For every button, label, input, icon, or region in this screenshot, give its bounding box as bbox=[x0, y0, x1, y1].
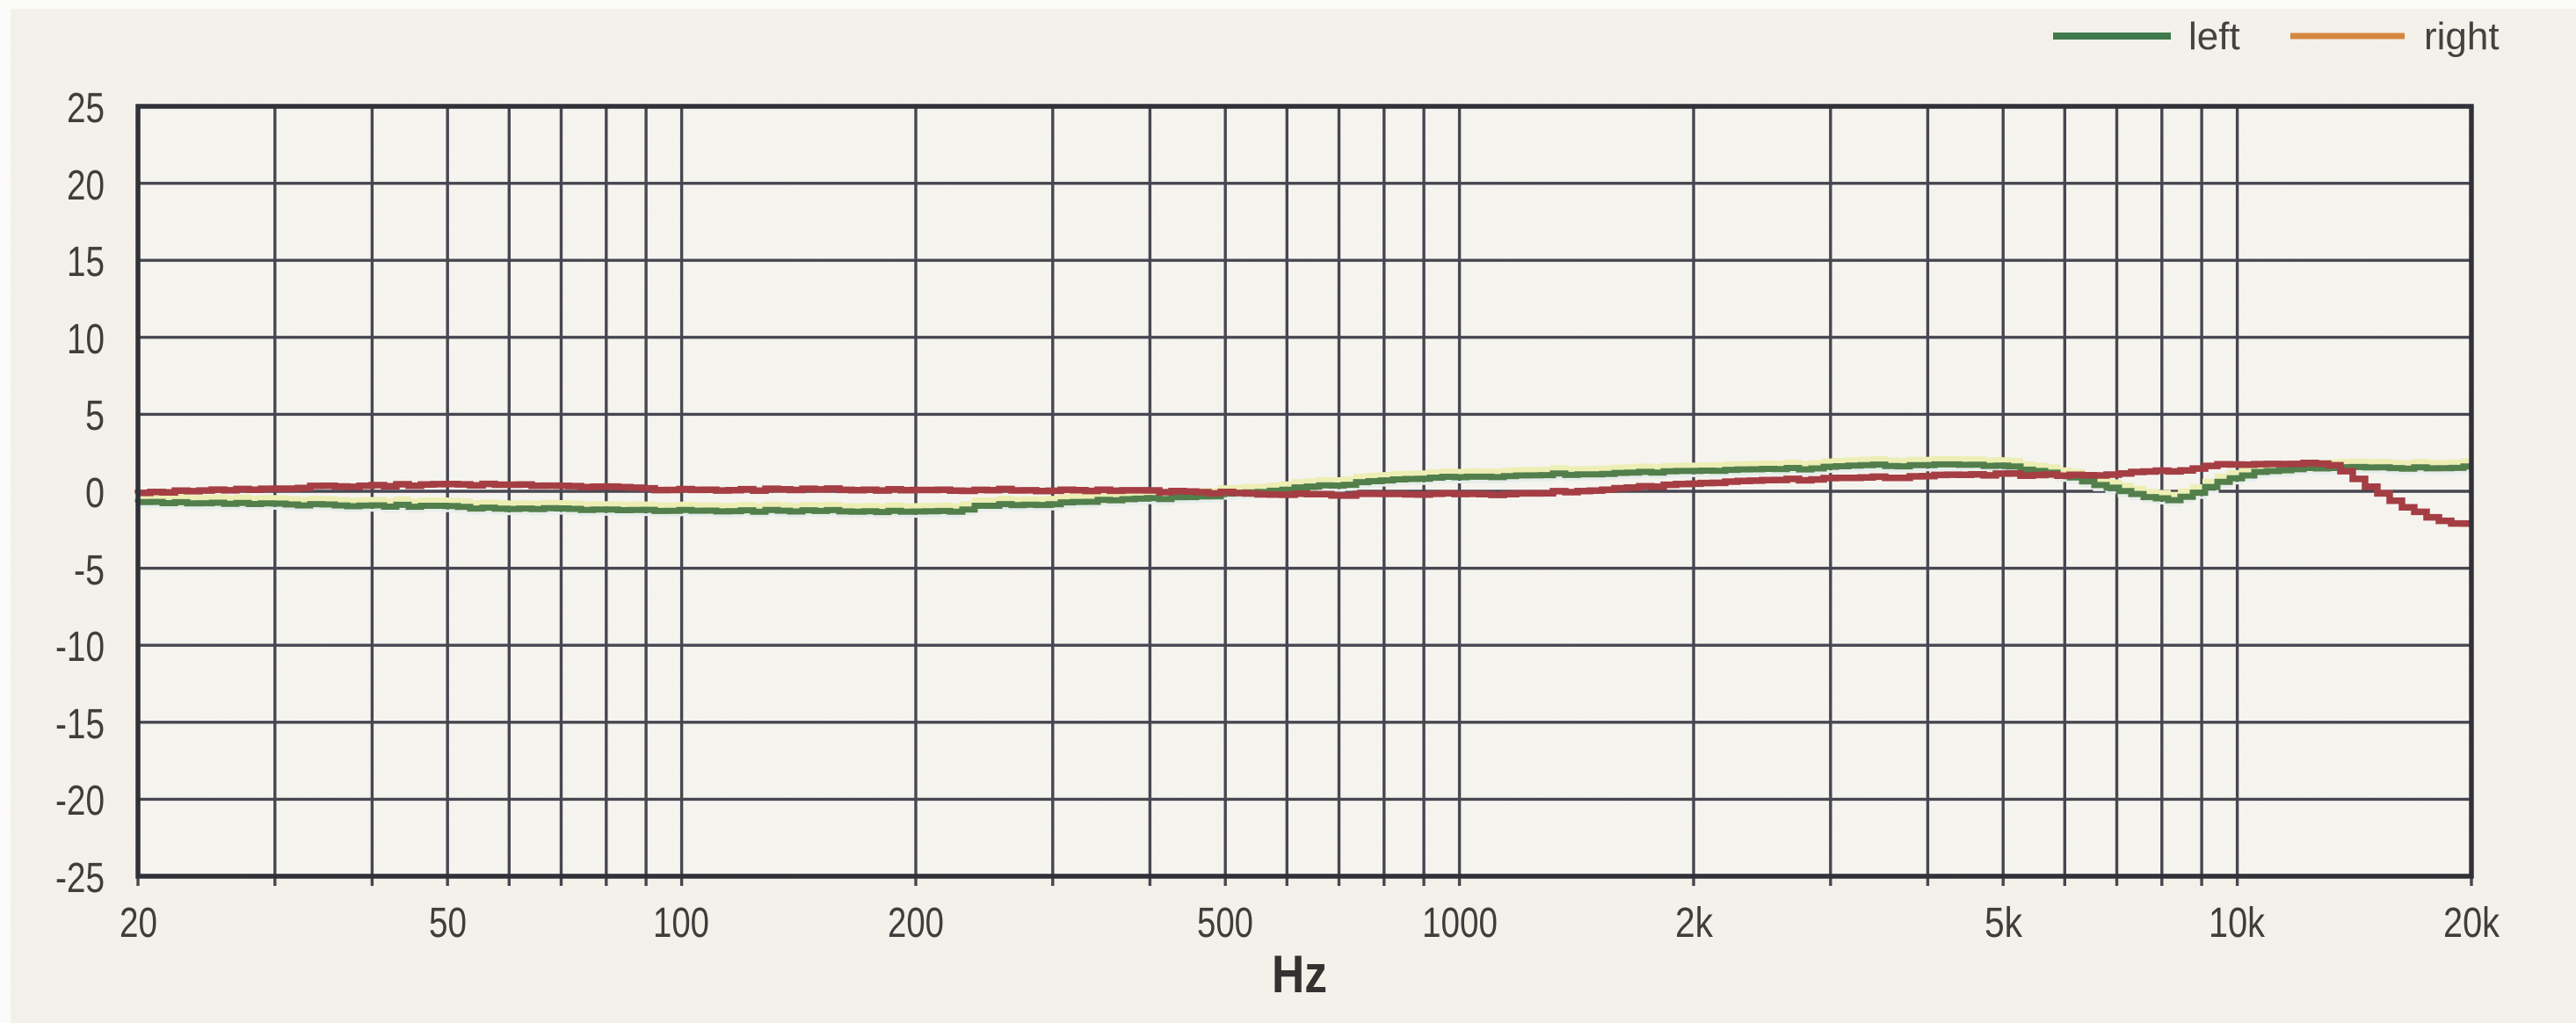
svg-text:500: 500 bbox=[1197, 900, 1253, 947]
svg-text:15: 15 bbox=[67, 239, 105, 286]
svg-text:20: 20 bbox=[67, 163, 105, 209]
svg-text:20: 20 bbox=[120, 900, 157, 947]
svg-text:5: 5 bbox=[85, 393, 105, 439]
svg-text:5k: 5k bbox=[1985, 900, 2023, 947]
svg-text:100: 100 bbox=[653, 900, 709, 947]
svg-text:-10: -10 bbox=[55, 624, 105, 671]
svg-text:25: 25 bbox=[67, 85, 105, 132]
svg-text:-15: -15 bbox=[55, 701, 105, 748]
svg-text:1000: 1000 bbox=[1422, 900, 1498, 947]
svg-text:10: 10 bbox=[67, 316, 105, 363]
svg-text:-25: -25 bbox=[55, 855, 105, 902]
svg-text:50: 50 bbox=[429, 900, 467, 947]
svg-text:Hz: Hz bbox=[1272, 945, 1327, 1004]
svg-text:-20: -20 bbox=[55, 778, 105, 824]
svg-text:10k: 10k bbox=[2209, 900, 2266, 947]
svg-text:0: 0 bbox=[85, 470, 105, 517]
svg-text:20k: 20k bbox=[2443, 900, 2500, 947]
svg-text:2k: 2k bbox=[1675, 900, 1714, 947]
svg-text:left: left bbox=[2188, 15, 2240, 58]
svg-text:-5: -5 bbox=[74, 548, 105, 594]
svg-text:200: 200 bbox=[888, 900, 944, 947]
svg-text:right: right bbox=[2424, 15, 2500, 58]
